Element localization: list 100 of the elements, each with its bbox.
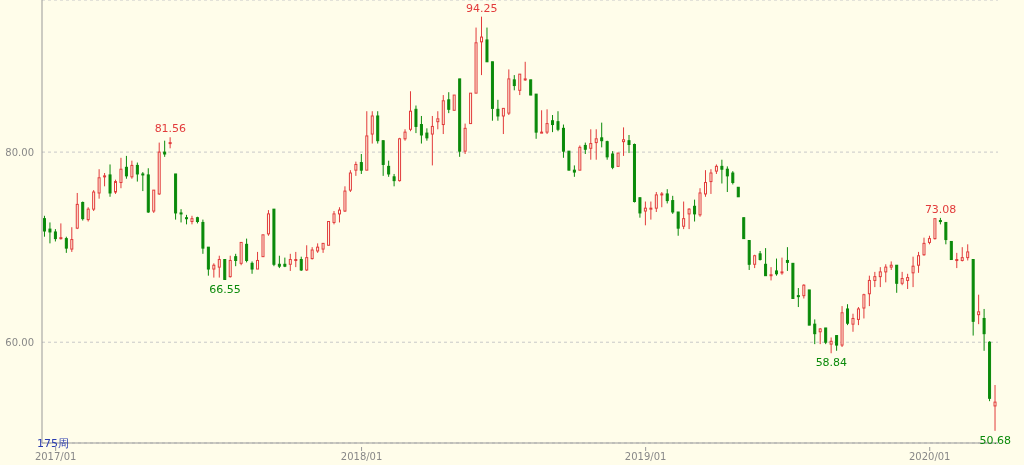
candlestick (851, 313, 855, 333)
candlestick (638, 197, 642, 219)
candlestick (785, 246, 789, 272)
candlestick (239, 241, 243, 266)
candlestick (245, 238, 249, 263)
candlestick (354, 161, 358, 177)
candlestick (124, 155, 128, 180)
candlestick (48, 221, 52, 244)
candlestick (409, 90, 412, 132)
candlestick (769, 266, 773, 281)
candlestick (944, 221, 948, 245)
candlestick (796, 287, 800, 308)
annotation: 94.25 (466, 1, 498, 15)
candlestick (747, 240, 751, 271)
candlestick (436, 110, 440, 130)
candlestick (693, 199, 697, 222)
candlestick (977, 294, 981, 325)
candlestick (813, 318, 817, 345)
candlestick (70, 226, 74, 253)
candlestick (949, 240, 953, 261)
candlestick (654, 191, 658, 213)
candlestick (168, 136, 172, 149)
candlestick (92, 189, 96, 212)
candlestick (370, 110, 374, 145)
candlestick (867, 275, 871, 307)
candlestick (305, 244, 309, 272)
candlestick (463, 123, 467, 155)
candlestick (922, 237, 926, 257)
candlestick (75, 192, 79, 230)
candlestick (643, 201, 647, 226)
annotation: 58.84 (815, 356, 848, 370)
candlestick (141, 171, 145, 192)
candlestick (622, 126, 626, 157)
candlestick (501, 107, 505, 135)
candlestick (392, 173, 396, 187)
candlestick (682, 201, 686, 230)
candlestick (485, 27, 489, 63)
x-tick-label: 2020/01 (908, 451, 951, 462)
candlestick (42, 215, 46, 238)
candlestick (567, 150, 571, 171)
candlestick (228, 255, 232, 279)
annotation: 66.55 (209, 282, 241, 296)
candlestick (130, 160, 134, 180)
candlestick (561, 124, 565, 159)
candlestick (709, 168, 713, 195)
candlestick (266, 209, 270, 237)
candlestick (846, 303, 850, 326)
candlestick (348, 169, 352, 193)
candlestick (829, 336, 833, 354)
candlestick (419, 115, 423, 145)
candlestick (223, 259, 227, 280)
candlestick (441, 94, 445, 135)
candlestick (59, 222, 63, 241)
y-tick-label: 60.00 (5, 336, 34, 348)
candlestick (862, 293, 866, 319)
candlestick (250, 260, 254, 275)
candlestick (780, 257, 784, 276)
candlestick (611, 150, 615, 170)
candlestick (496, 99, 500, 122)
y-tick-label: 80.00 (5, 146, 34, 158)
candlestick (911, 256, 915, 288)
candlestick (982, 308, 986, 352)
candlestick (856, 306, 860, 326)
candlestick (578, 144, 582, 171)
candlestick (135, 162, 139, 183)
candlestick (152, 189, 156, 214)
candlestick (545, 108, 549, 135)
candlestick (884, 263, 888, 283)
candlestick (523, 61, 527, 82)
candlestick (589, 128, 593, 161)
candlestick (878, 266, 882, 288)
candlestick (425, 127, 429, 142)
candlestick (933, 218, 937, 241)
candlestick (895, 264, 899, 294)
candlestick (261, 234, 265, 258)
candlestick (430, 115, 434, 166)
candlestick (540, 109, 544, 134)
candlestick (671, 195, 675, 215)
candlestick (480, 16, 484, 76)
candlestick (381, 140, 385, 177)
candlestick (676, 211, 680, 237)
candlestick (600, 122, 604, 148)
candlestick (179, 208, 183, 223)
candlestick (206, 246, 210, 277)
candlestick (217, 255, 221, 279)
candlestick (108, 163, 112, 198)
candlestick (627, 134, 631, 154)
x-tick-label: 2017/01 (34, 451, 77, 462)
candlestick (742, 217, 746, 240)
candlestick (725, 165, 729, 193)
annotation: 175周 (37, 436, 69, 451)
candlestick (649, 201, 653, 221)
annotation: 50.68 (979, 433, 1012, 447)
candlestick (414, 105, 418, 134)
candlestick (764, 247, 768, 277)
candlestick (359, 153, 363, 175)
candlestick (556, 110, 560, 132)
candlestick (698, 187, 702, 218)
candlestick (703, 169, 707, 198)
annotation: 73.08 (924, 202, 957, 216)
